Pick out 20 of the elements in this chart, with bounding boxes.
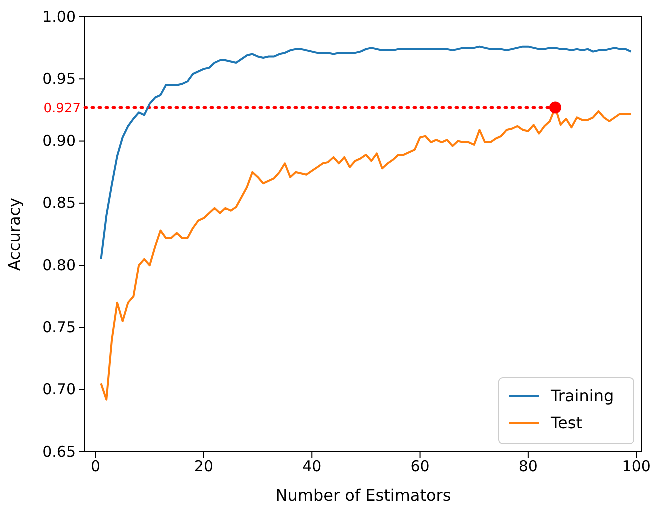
x-tick-label: 80 xyxy=(518,458,538,476)
y-tick-label: 0.85 xyxy=(42,194,76,212)
x-tick-label: 20 xyxy=(194,458,214,476)
x-tick-label: 100 xyxy=(622,458,651,476)
x-tick-label: 0 xyxy=(91,458,101,476)
x-tick-label: 60 xyxy=(410,458,430,476)
y-axis-title: Accuracy xyxy=(5,198,24,272)
legend-label: Test xyxy=(550,414,583,433)
x-tick-label: 40 xyxy=(302,458,322,476)
y-tick-label: 0.70 xyxy=(42,380,76,399)
y-tick-label: 1.00 xyxy=(42,8,76,26)
y-tick-label: 0.80 xyxy=(42,256,76,274)
x-axis-title: Number of Estimators xyxy=(276,486,452,505)
y-tick-label: 0.75 xyxy=(42,318,76,337)
line-series xyxy=(100,46,632,260)
y-tick-label: 0.65 xyxy=(42,442,76,461)
ref-line-label: 0.927 xyxy=(44,101,81,116)
y-tick-label: 0.95 xyxy=(42,70,76,88)
legend-label: Training xyxy=(550,386,614,406)
y-tick-label: 0.90 xyxy=(42,132,76,150)
